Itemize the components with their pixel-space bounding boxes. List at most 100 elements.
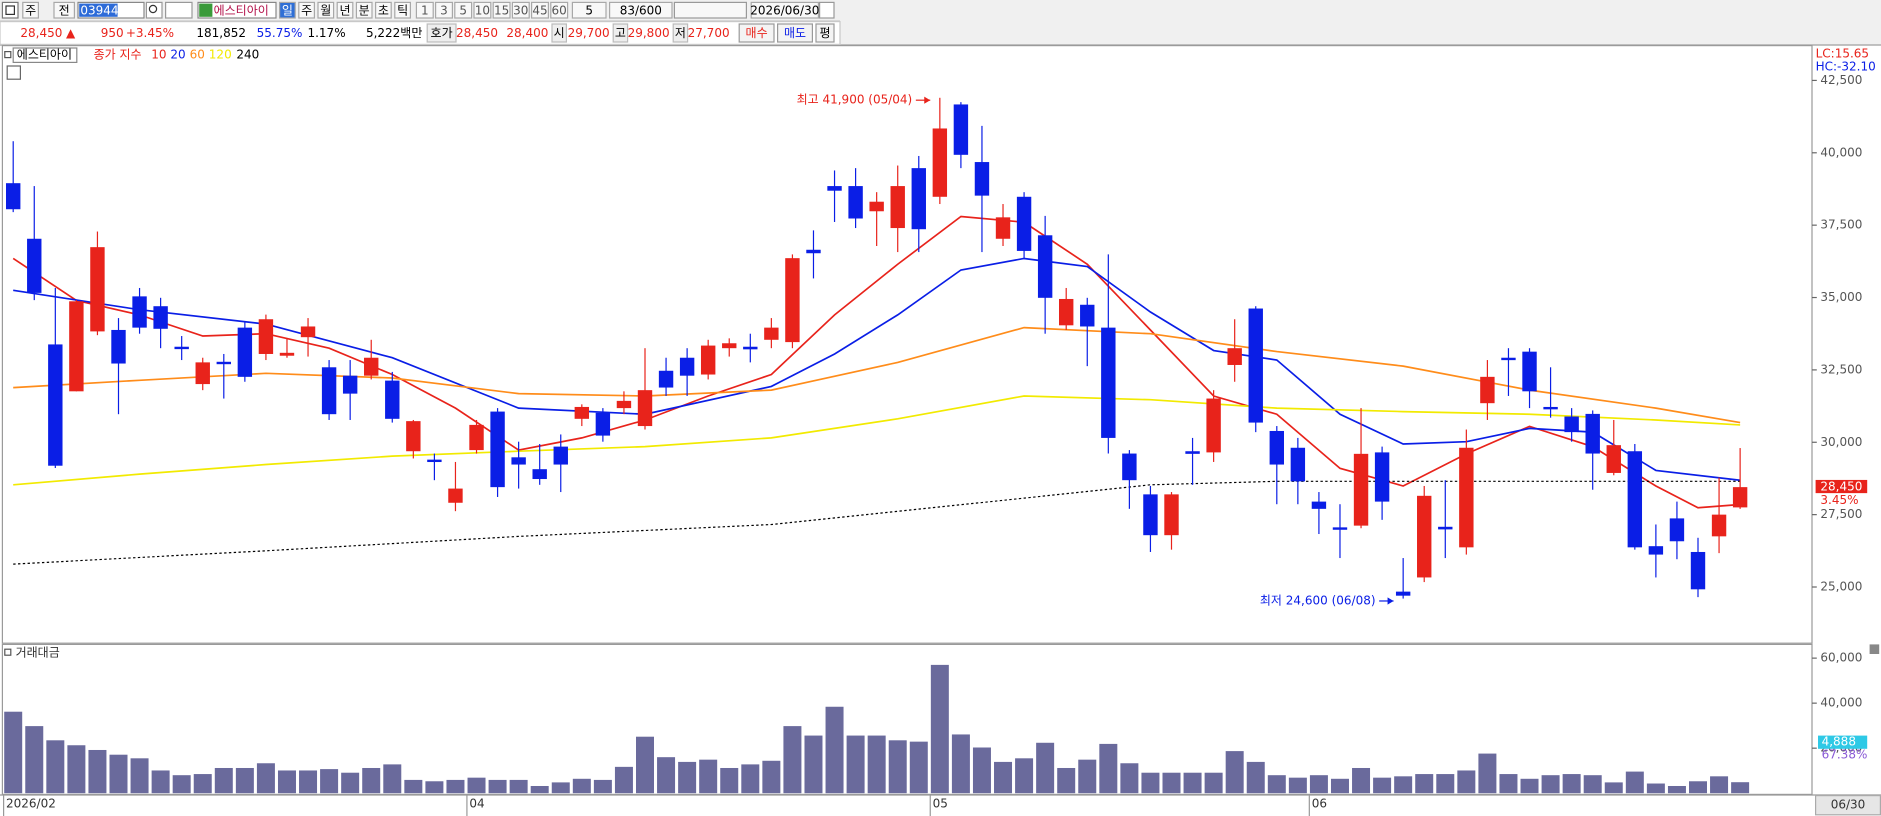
candle-body (279, 352, 295, 356)
toolbar-button[interactable] (435, 1, 453, 19)
candle-body (90, 247, 105, 332)
annotation-arrowhead (924, 96, 931, 104)
volume-bar (1562, 774, 1581, 794)
quote-value: 28,400 (506, 26, 548, 40)
avg-button[interactable] (815, 23, 835, 43)
quote-label-box (551, 23, 567, 43)
stock-name: 에스티아이 (214, 3, 269, 17)
candle-body (932, 128, 948, 197)
volume-bar (1246, 761, 1265, 794)
candle-body (153, 306, 168, 329)
search-icon (148, 4, 158, 14)
sound-button[interactable] (164, 1, 193, 19)
volume-bar (425, 781, 444, 794)
volume-bar (572, 778, 591, 794)
toolbar-button[interactable] (336, 1, 354, 19)
quote-value: +3.45% (126, 26, 174, 40)
volume-bar (804, 735, 823, 794)
quote-label: 호가 (431, 26, 453, 40)
toolbar-button[interactable] (53, 1, 75, 19)
toolbar-button[interactable] (279, 1, 296, 19)
period-button: 월 (320, 3, 331, 17)
quote-value: 29,700 (568, 26, 610, 40)
candle-body (469, 424, 484, 451)
legend-entry: 10 (151, 48, 166, 62)
quote-label: 저 (675, 26, 686, 40)
volume-bar (172, 775, 191, 794)
toolbar-button[interactable] (394, 1, 411, 19)
search-button[interactable] (145, 1, 163, 19)
toolbar-button[interactable] (492, 1, 511, 19)
toolbar-button[interactable] (375, 1, 392, 19)
volume-bar (341, 772, 360, 794)
order-button[interactable] (738, 23, 775, 43)
order-button-label[interactable]: 매도 (784, 26, 806, 40)
toolbar-label: 5 (585, 3, 593, 17)
toolbar-button[interactable] (298, 1, 315, 19)
volume-bar (1141, 772, 1160, 794)
candle-body (679, 357, 695, 376)
settings-icon[interactable] (6, 65, 21, 80)
volume-bar (88, 749, 107, 794)
quote-value: 950 (101, 26, 124, 40)
candle-body (195, 362, 210, 385)
y-tick-label: 27,500 (1820, 507, 1862, 521)
toolbar-button[interactable] (511, 1, 530, 19)
volume-bar (762, 760, 781, 794)
minute-button: 10 (475, 3, 490, 17)
toolbar-button[interactable] (355, 1, 373, 19)
volume-bar (1309, 775, 1328, 794)
volume-bar (25, 726, 44, 794)
y-tick-label: 25,000 (1820, 580, 1862, 594)
volume-bar (256, 763, 275, 794)
toolbar-button[interactable] (473, 1, 492, 19)
volume-bar (1415, 774, 1434, 794)
volume-bar (383, 764, 402, 794)
y-tick-label: 32,500 (1820, 362, 1862, 376)
volume-bar (994, 761, 1013, 794)
toolbar-button[interactable] (317, 1, 335, 19)
toolbar-label: 83/600 (620, 3, 662, 17)
volume-bar (825, 706, 844, 794)
toolbar-button[interactable] (550, 1, 569, 19)
toolbar-button[interactable] (750, 1, 819, 19)
candle-body (1522, 351, 1537, 392)
lc-label: LC:15.65 (1816, 47, 1869, 61)
toolbar-button[interactable] (22, 1, 39, 19)
candle-body (1438, 526, 1453, 530)
candle-body (785, 258, 800, 343)
candle-body (1143, 494, 1158, 536)
candle-body (806, 249, 821, 254)
legend-entry: 120 (209, 48, 232, 62)
menu-icon[interactable] (1, 1, 19, 19)
candle-body (890, 186, 905, 229)
legend-name: 에스티아이 (17, 48, 72, 62)
toolbar-button[interactable] (454, 1, 473, 19)
candle-body (700, 345, 716, 375)
quote-value: 27,700 (688, 26, 730, 40)
pane-button[interactable] (1869, 644, 1880, 654)
end-date-label: 06/30 (1831, 798, 1866, 812)
order-button-label[interactable]: 매수 (746, 26, 768, 40)
toolbar-button[interactable] (609, 1, 673, 19)
candle-body (827, 186, 842, 191)
candle-body (364, 357, 379, 376)
quote-value: 28,450 (20, 26, 62, 40)
toolbar-button[interactable] (571, 1, 607, 19)
candle-body (616, 400, 632, 409)
minute-button: 5 (459, 3, 467, 17)
quote-value: 28,450 (456, 26, 498, 40)
toolbar-button[interactable] (415, 1, 434, 19)
volume-bar (1604, 782, 1623, 794)
volume-bar (741, 764, 760, 794)
volume-bar (1394, 776, 1413, 794)
order-button[interactable] (777, 23, 813, 43)
minute-button: 3 (440, 3, 448, 17)
volume-bar (593, 779, 612, 794)
calendar-button[interactable] (819, 1, 835, 19)
volume-bar (1120, 763, 1139, 794)
volume-bar (1267, 775, 1286, 794)
toolbar-button[interactable] (531, 1, 549, 19)
x-tick-label: 04 (469, 797, 484, 811)
tool-icons[interactable] (673, 1, 747, 19)
